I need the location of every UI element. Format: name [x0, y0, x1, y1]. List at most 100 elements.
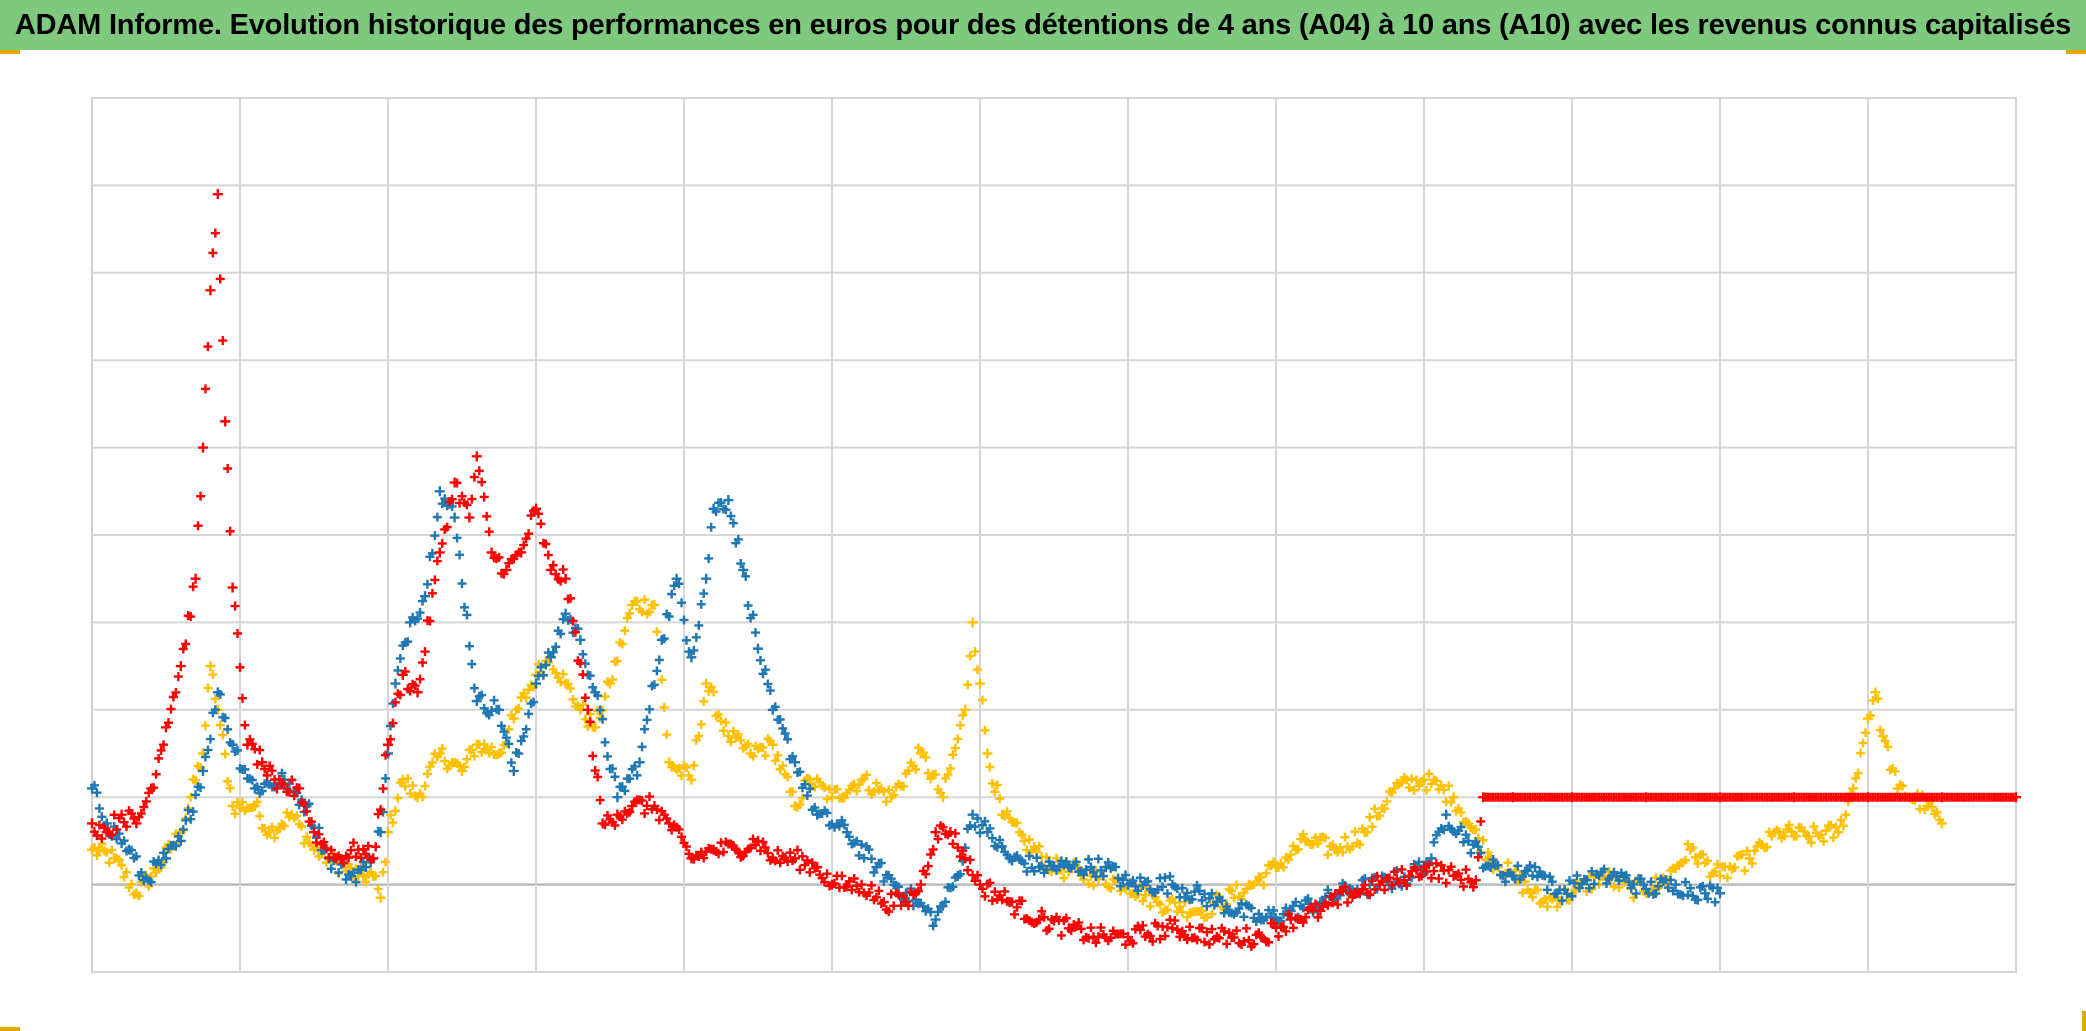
data-point-marker [578, 649, 588, 659]
data-point-marker [1666, 875, 1676, 885]
data-point-marker [871, 778, 881, 788]
data-point-marker [1868, 695, 1878, 705]
data-point-marker [375, 892, 386, 903]
data-point-marker [1478, 835, 1488, 845]
data-point-marker [963, 680, 973, 690]
data-point-marker [767, 739, 778, 750]
data-point-marker [294, 783, 305, 794]
data-point-marker [1690, 852, 1700, 862]
data-point-marker [677, 832, 687, 842]
data-point-marker [1663, 883, 1673, 893]
data-point-marker [1370, 884, 1380, 894]
data-point-marker [866, 854, 876, 864]
data-point-marker [237, 693, 247, 703]
data-point-marker [659, 702, 669, 712]
data-point-marker [1680, 855, 1690, 865]
data-point-marker [773, 845, 783, 855]
data-point-marker [1286, 850, 1296, 860]
data-point-marker [260, 764, 270, 774]
data-point-marker [1431, 858, 1441, 868]
data-point-marker [1856, 748, 1866, 758]
data-point-marker [469, 472, 479, 482]
data-point-marker [545, 564, 556, 575]
data-point-marker [1034, 914, 1045, 925]
data-point-marker [1809, 822, 1819, 832]
data-point-marker [521, 534, 531, 544]
data-point-marker [1313, 912, 1323, 922]
data-point-marker [1584, 883, 1594, 893]
data-point-marker [200, 384, 210, 394]
data-point-marker [1870, 687, 1881, 698]
data-point-marker [644, 792, 654, 802]
data-point-marker [1222, 901, 1232, 911]
data-point-marker [1207, 888, 1217, 898]
data-point-marker [1084, 879, 1094, 889]
data-point-marker [620, 626, 630, 636]
data-point-marker [361, 877, 371, 887]
data-point-marker [1232, 880, 1242, 890]
corner-mark-bottom-left [0, 1027, 20, 1031]
data-point-marker [1162, 905, 1172, 915]
data-point-marker [1722, 873, 1732, 883]
data-point-marker [1155, 899, 1165, 909]
data-point-marker [1528, 892, 1538, 902]
data-point-marker [654, 655, 664, 665]
data-point-marker [1456, 822, 1466, 832]
data-point-marker [894, 890, 904, 900]
data-point-marker [1629, 879, 1639, 889]
data-point-marker [1530, 862, 1540, 873]
data-point-marker [748, 751, 758, 761]
data-point-marker [980, 891, 990, 901]
data-point-marker [622, 613, 632, 623]
data-point-marker [918, 748, 928, 758]
data-point-marker [603, 751, 613, 761]
data-point-marker [733, 729, 743, 739]
data-point-marker [928, 844, 938, 854]
data-point-marker [1631, 889, 1641, 899]
data-point-marker [1192, 935, 1202, 945]
data-point-marker [1409, 785, 1419, 795]
data-point-marker [390, 678, 401, 689]
data-point-marker [151, 868, 161, 878]
data-point-marker [1044, 924, 1054, 934]
data-point-marker [1737, 850, 1747, 860]
data-point-marker [1249, 939, 1259, 949]
data-point-marker [235, 662, 245, 672]
data-point-marker [669, 581, 679, 591]
data-point-marker [733, 534, 743, 544]
data-point-marker [326, 864, 336, 874]
data-point-marker [1313, 838, 1323, 848]
data-point-marker [188, 807, 198, 817]
data-point-marker [1461, 865, 1471, 875]
data-point-marker [558, 669, 568, 679]
data-point-marker [723, 495, 734, 506]
data-point-marker [839, 793, 849, 803]
data-point-marker [1293, 844, 1303, 854]
data-point-marker [494, 552, 504, 562]
data-point-marker [575, 634, 586, 645]
data-point-marker [980, 725, 990, 735]
data-point-marker [521, 724, 531, 734]
data-point-marker [802, 791, 812, 801]
data-point-marker [899, 781, 909, 791]
data-point-marker [955, 852, 965, 862]
data-point-marker [215, 689, 225, 699]
data-point-marker [351, 877, 361, 887]
data-point-marker [728, 518, 738, 528]
data-point-marker [1399, 875, 1409, 885]
data-point-marker [175, 835, 186, 846]
data-point-marker [267, 822, 277, 832]
data-point-marker [292, 811, 302, 821]
data-point-marker [437, 538, 447, 548]
data-point-marker [829, 878, 839, 888]
data-point-marker [965, 855, 975, 865]
data-point-marker [1153, 885, 1163, 895]
data-point-marker [1084, 854, 1094, 864]
data-point-marker [1111, 862, 1121, 872]
data-point-marker [514, 703, 524, 713]
data-point-marker [671, 573, 682, 584]
data-point-marker [709, 687, 719, 697]
data-point-marker [704, 553, 714, 563]
data-point-marker [471, 451, 482, 462]
data-point-marker [943, 769, 953, 779]
